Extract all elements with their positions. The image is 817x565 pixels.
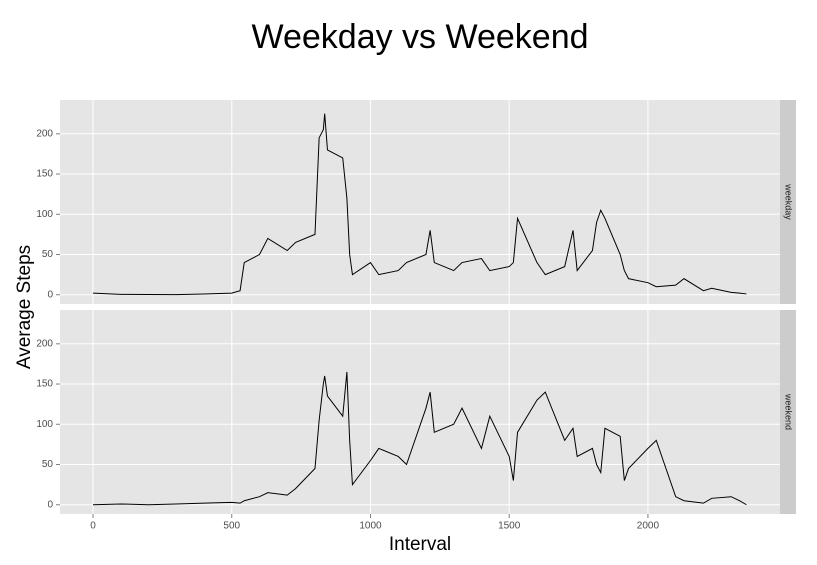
y-tick-label: 0 — [47, 289, 53, 300]
y-tick-label: 150 — [36, 379, 53, 390]
strip-background — [780, 100, 796, 304]
x-tick-label: 1500 — [498, 521, 521, 532]
x-tick-label: 0 — [90, 521, 96, 532]
x-tick-label: 500 — [223, 521, 240, 532]
data-line — [92, 113, 747, 296]
chart-title: Weekday vs Weekend — [251, 18, 588, 56]
strip-background — [780, 310, 796, 514]
y-tick-label: 150 — [36, 169, 53, 180]
y-tick-label: 50 — [42, 459, 54, 470]
x-axis-label: Interval — [389, 534, 451, 555]
y-tick-label: 0 — [47, 499, 53, 510]
y-tick-label: 50 — [42, 249, 54, 260]
panel-background — [60, 100, 780, 304]
y-tick-label: 100 — [36, 419, 53, 430]
data-line — [93, 371, 747, 506]
panel-background — [60, 310, 780, 514]
strip-label: weekday — [784, 183, 794, 220]
x-tick-label: 2000 — [637, 521, 660, 532]
y-tick-label: 200 — [36, 128, 53, 139]
y-axis-label: Average Steps — [14, 245, 35, 369]
y-tick-label: 200 — [36, 338, 53, 349]
y-tick-label: 100 — [36, 209, 53, 220]
strip-label: weekend — [784, 393, 794, 430]
x-tick-label: 1000 — [359, 521, 382, 532]
